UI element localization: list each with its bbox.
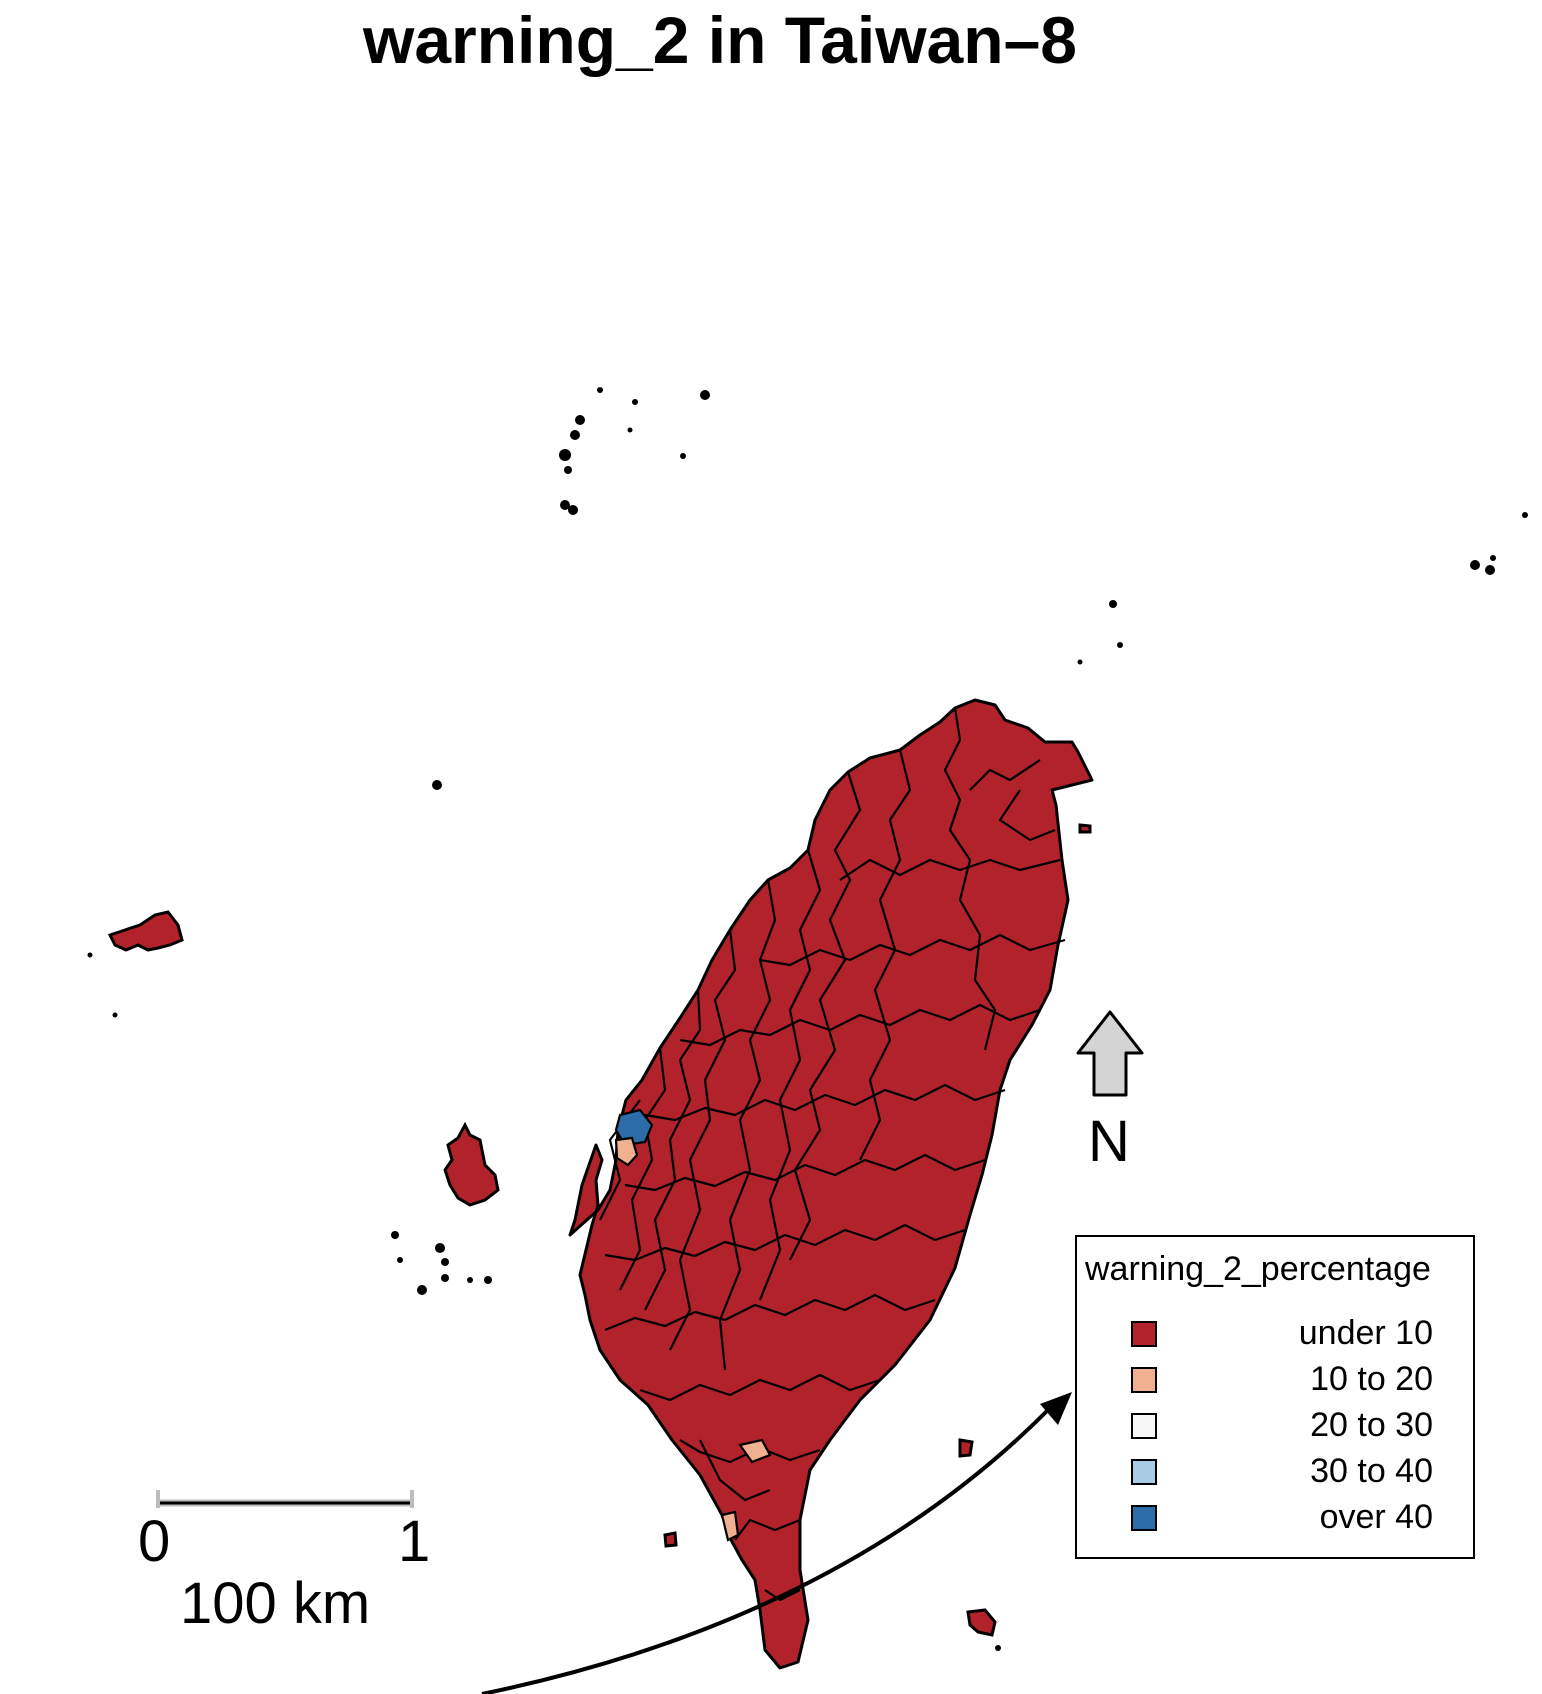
orchid-island[interactable] xyxy=(966,1608,997,1637)
island-specks xyxy=(87,387,1528,1651)
legend-swatch xyxy=(1131,1413,1157,1439)
outlying-islands xyxy=(107,823,1092,1637)
green-island[interactable] xyxy=(958,1438,974,1458)
legend-swatch xyxy=(1131,1367,1157,1393)
scale-tick-start: 0 xyxy=(138,1509,171,1574)
legend-swatch xyxy=(1131,1321,1157,1347)
map-legend: warning_2_percentage under 10 10 to 20 2… xyxy=(1075,1235,1475,1559)
map-title: warning_2 in Taiwan–8 xyxy=(363,3,1077,77)
legend-item: 30 to 40 xyxy=(1077,1447,1473,1493)
region-over-40[interactable] xyxy=(614,1108,654,1147)
legend-item: 20 to 30 xyxy=(1077,1401,1473,1447)
kinmen-island[interactable] xyxy=(107,910,184,952)
legend-label: under 10 xyxy=(1298,1314,1433,1352)
north-label: N xyxy=(1088,1109,1130,1174)
scale-unit-label: 100 km xyxy=(180,1571,371,1636)
arrowhead-icon xyxy=(1040,1392,1072,1425)
guishan-island[interactable] xyxy=(1078,823,1092,834)
north-arrow xyxy=(1076,1010,1144,1097)
scale-tick-end: 1 xyxy=(398,1509,431,1574)
legend-swatch xyxy=(1131,1505,1157,1531)
liuqiu-island[interactable] xyxy=(663,1531,678,1548)
legend-label: 10 to 20 xyxy=(1310,1360,1433,1398)
legend-label: over 40 xyxy=(1319,1498,1433,1536)
north-arrow-icon xyxy=(1076,1010,1144,1097)
region-main[interactable] xyxy=(568,698,1094,1670)
region-10-to-20-south[interactable] xyxy=(738,1438,772,1464)
region-10-to-20-west[interactable] xyxy=(614,1136,639,1167)
legend-pointer-arrow xyxy=(481,1392,1072,1694)
legend-label: 30 to 40 xyxy=(1310,1452,1433,1490)
legend-label: 20 to 30 xyxy=(1310,1406,1433,1444)
penghu-islands[interactable] xyxy=(443,1121,500,1207)
taiwan-main-island xyxy=(568,698,1094,1670)
scale-bar xyxy=(156,1490,414,1508)
legend-item: over 40 xyxy=(1077,1493,1473,1539)
region-10-to-20-tip[interactable] xyxy=(720,1510,740,1542)
legend-swatch xyxy=(1131,1459,1157,1485)
legend-title: warning_2_percentage xyxy=(1085,1250,1431,1288)
legend-item: under 10 xyxy=(1077,1309,1473,1355)
legend-item: 10 to 20 xyxy=(1077,1355,1473,1401)
district-boundaries xyxy=(599,707,1066,1602)
